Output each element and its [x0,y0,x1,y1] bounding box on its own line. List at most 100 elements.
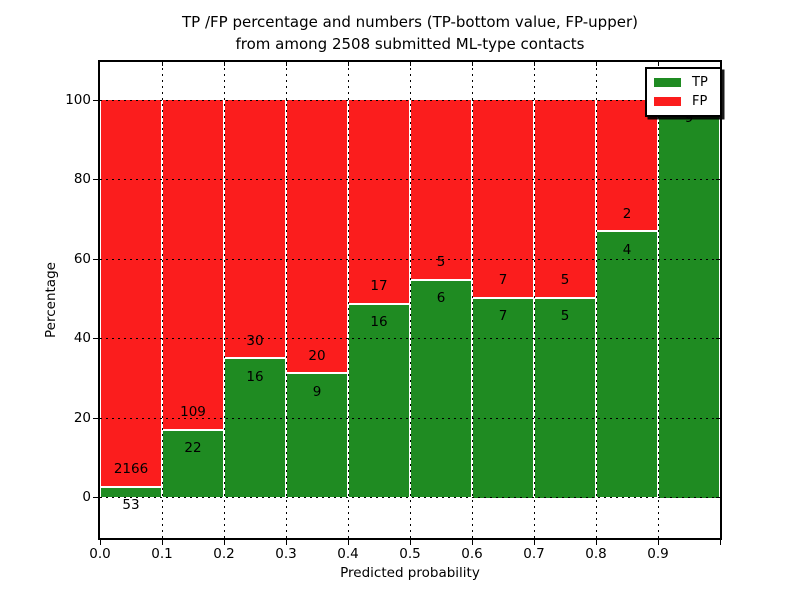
x-axis-label: Predicted probability [340,565,480,581]
top-axis-tick [223,62,225,66]
tp-count-label: 6 [436,290,446,307]
fp-bar-segment [597,100,657,233]
legend-label: FP [692,94,708,109]
tp-bar-segment [535,298,595,498]
vertical-gridline [471,62,473,538]
chart-title-line2: from among 2508 submitted ML-type contac… [235,35,585,53]
y-axis-label: Percentage [43,262,59,338]
y-axis-tick [93,338,98,339]
tp-count-label: 7 [498,308,508,325]
x-tick-label: 0.6 [461,546,483,562]
tp-bar-segment [473,298,533,498]
top-axis-tick [347,62,349,66]
vertical-gridline [347,62,349,538]
tp-count-label: 16 [370,314,388,331]
y-axis-tick [93,417,98,419]
fp-count-label: 2 [622,205,632,222]
tp-count-label: 9 [684,109,694,126]
fp-count-label: 2166 [113,461,149,478]
tp-count-label: 4 [622,241,632,258]
x-axis-tick [595,540,597,545]
y-axis-tick [93,497,98,498]
fp-bar-segment [473,100,533,299]
fp-bar-segment [287,100,347,375]
fp-count-label: 109 [180,404,206,421]
y-axis-tick [93,179,98,180]
tp-bar-segment [659,100,719,498]
vertical-gridline [285,62,287,538]
x-tick-label: 0.9 [647,546,669,562]
y-tick-label: 0 [82,489,91,505]
x-axis-tick [409,540,411,545]
vertical-gridline [657,62,659,538]
top-axis-tick [285,62,287,66]
tp-count-label: 22 [184,440,202,457]
fp-count-label: 17 [370,278,388,295]
fp-count-label: 5 [560,272,570,289]
right-axis-tick [716,338,720,339]
right-axis-tick [716,497,720,498]
right-axis-tick [716,417,720,419]
legend-entry: TP [654,73,720,92]
x-axis-tick [719,540,721,545]
x-tick-label: 0.2 [213,546,235,562]
tp-bar-segment [411,280,471,498]
plot-area [98,60,722,540]
x-axis-tick [471,540,473,545]
legend-entry: FP [654,92,720,111]
fp-bar-segment [163,100,223,431]
vertical-gridline [409,62,411,538]
y-tick-label: 20 [73,409,91,426]
fp-bar-segment [411,100,471,281]
fp-count-label: 5 [436,254,446,271]
x-tick-label: 0.3 [275,546,297,562]
top-axis-tick [161,62,163,66]
fp-bar-segment [101,100,161,488]
chart-title-line1: TP /FP percentage and numbers (TP-bottom… [182,13,638,31]
legend: TP FP [645,67,722,117]
vertical-gridline [223,62,225,538]
tp-count-label: 9 [312,383,322,400]
x-tick-label: 0.7 [523,546,545,562]
tp-bar-segment [163,430,223,498]
top-axis-tick [595,62,597,66]
x-tick-label: 0.8 [585,546,607,562]
legend-swatch-fp [654,97,681,106]
x-axis-tick [99,540,101,545]
x-tick-label: 0.4 [337,546,359,562]
x-axis-tick [161,540,163,545]
x-axis-tick [223,540,225,545]
y-tick-label: 40 [73,330,91,346]
tp-bar-segment [225,359,285,498]
vertical-gridline [533,62,535,538]
x-axis-tick [657,540,659,545]
x-axis-tick [285,540,287,545]
vertical-gridline [161,62,163,538]
fp-count-label: 7 [498,272,508,289]
tp-bar-segment [287,374,347,498]
y-tick-label: 100 [65,91,91,108]
top-axis-tick [409,62,411,66]
right-axis-tick [716,179,720,180]
y-tick-label: 60 [73,250,91,267]
fp-bar-segment [535,100,595,299]
fp-count-label: 30 [246,332,264,349]
x-tick-label: 0.1 [151,546,173,562]
fp-bar-segment [225,100,285,360]
tp-count-label: 16 [246,368,264,385]
top-axis-tick [657,62,659,66]
y-axis-tick [93,99,98,101]
tp-count-label: 53 [122,497,140,514]
top-axis-tick [533,62,535,66]
fp-count-label: 20 [308,347,326,364]
chart-title: TP /FP percentage and numbers (TP-bottom… [0,11,800,55]
legend-swatch-tp [654,78,681,87]
x-axis-tick [347,540,349,545]
y-axis-tick [93,258,98,260]
tp-count-label: 5 [560,308,570,325]
tp-bar-segment [349,304,409,498]
top-axis-tick [471,62,473,66]
x-axis-tick [533,540,535,545]
fp-bar-segment [349,100,409,305]
